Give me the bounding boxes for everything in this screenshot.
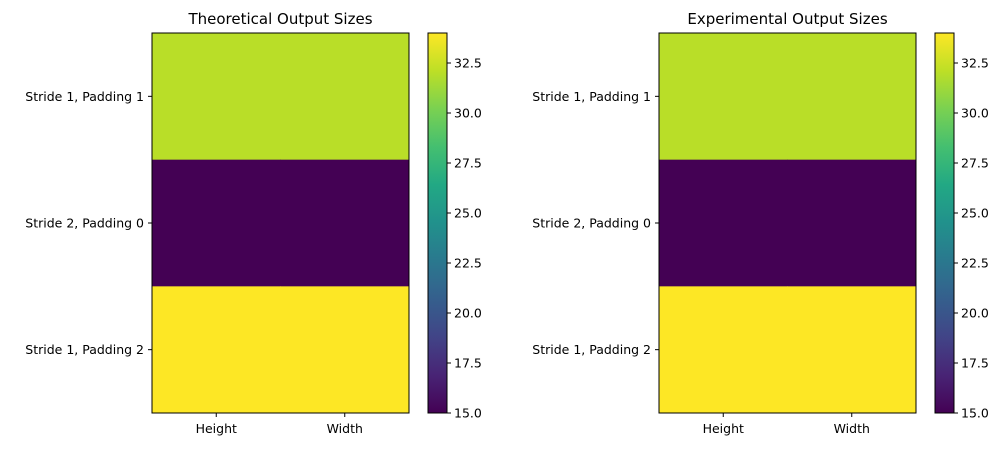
x-tick-label: Height — [196, 421, 237, 436]
colorbar-frame — [427, 32, 448, 414]
y-tick-label: Stride 1, Padding 1 — [532, 89, 651, 104]
heatmap-cell — [280, 286, 410, 414]
colorbar-tick-label: 30.0 — [961, 106, 989, 121]
colorbar-tick-label: 17.5 — [961, 356, 989, 371]
colorbar — [935, 33, 954, 413]
heatmap-cell — [152, 33, 281, 161]
y-tick-label: Stride 1, Padding 2 — [532, 342, 651, 357]
colorbar-tick-label: 15.0 — [454, 406, 482, 421]
colorbar — [428, 33, 447, 413]
colorbar-tick-label: 27.5 — [961, 156, 989, 171]
heatmap-cell — [787, 33, 917, 161]
chart-title: Experimental Output Sizes — [687, 10, 887, 28]
x-tick-label: Width — [327, 421, 363, 436]
colorbar-tick-label: 25.0 — [961, 206, 989, 221]
y-tick-label: Stride 1, Padding 2 — [25, 342, 144, 357]
colorbar-frame — [934, 32, 955, 414]
heatmap-cell — [280, 33, 410, 161]
heatmap-cell — [152, 159, 281, 287]
chart-title: Theoretical Output Sizes — [187, 10, 372, 28]
heatmap-cell — [659, 33, 788, 161]
colorbar-tick-label: 30.0 — [454, 106, 482, 121]
colorbar-tick-label: 15.0 — [961, 406, 989, 421]
heatmap-cell — [787, 159, 917, 287]
heatmap-cell — [787, 286, 917, 414]
colorbar-tick-label: 32.5 — [454, 56, 482, 71]
heatmap-cell — [152, 286, 281, 414]
colorbar-tick-label: 27.5 — [454, 156, 482, 171]
colorbar-tick-label: 32.5 — [961, 56, 989, 71]
heatmap-cell — [659, 159, 788, 287]
y-tick-label: Stride 2, Padding 0 — [532, 216, 651, 231]
heatmap-cell — [659, 286, 788, 414]
x-tick-label: Width — [834, 421, 870, 436]
y-tick-label: Stride 1, Padding 1 — [25, 89, 144, 104]
colorbar-tick-label: 25.0 — [454, 206, 482, 221]
colorbar-tick-label: 20.0 — [454, 306, 482, 321]
heatmap-cell — [280, 159, 410, 287]
colorbar-tick-label: 22.5 — [454, 256, 482, 271]
colorbar-tick-label: 17.5 — [454, 356, 482, 371]
y-tick-label: Stride 2, Padding 0 — [25, 216, 144, 231]
x-tick-label: Height — [703, 421, 744, 436]
colorbar-tick-label: 22.5 — [961, 256, 989, 271]
colorbar-tick-label: 20.0 — [961, 306, 989, 321]
